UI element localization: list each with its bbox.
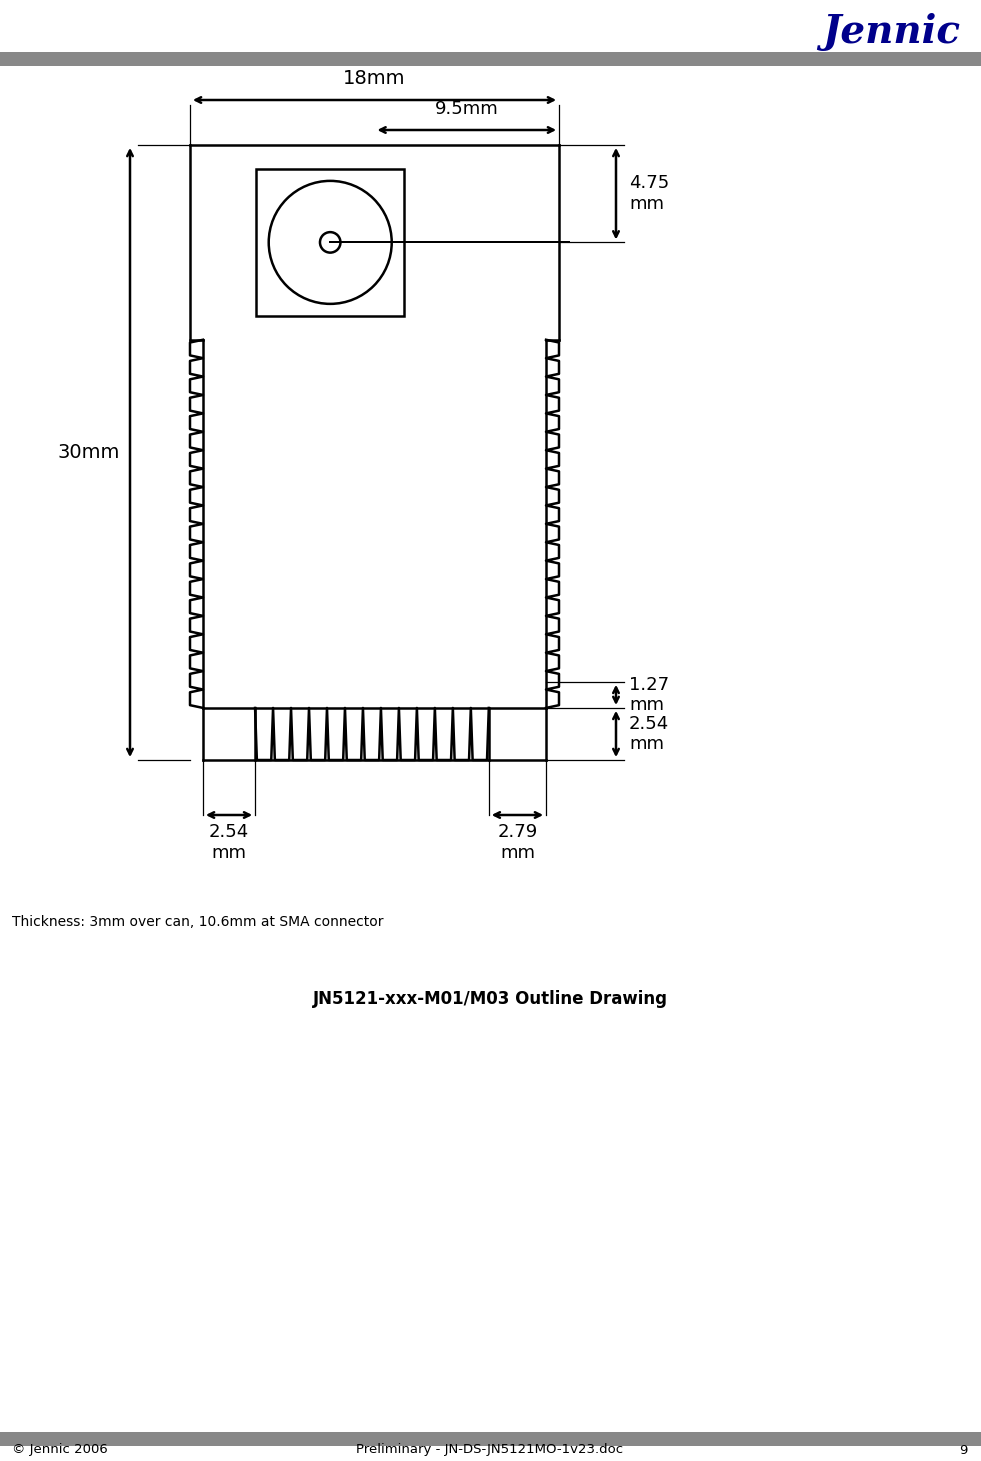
Text: 30mm: 30mm — [58, 443, 120, 462]
Text: Thickness: 3mm over can, 10.6mm at SMA connector: Thickness: 3mm over can, 10.6mm at SMA c… — [12, 915, 384, 929]
Text: 2.79
mm: 2.79 mm — [497, 823, 538, 862]
Text: 2.54
mm: 2.54 mm — [629, 714, 669, 754]
Bar — [0, 53, 981, 66]
Text: 2.54
mm: 2.54 mm — [209, 823, 249, 862]
Text: 18mm: 18mm — [343, 69, 406, 88]
Text: 9.5mm: 9.5mm — [435, 99, 498, 118]
Text: Preliminary - JN-DS-JN5121MO-1v23.doc: Preliminary - JN-DS-JN5121MO-1v23.doc — [356, 1443, 624, 1457]
Text: 9: 9 — [959, 1443, 968, 1457]
Text: 4.75
mm: 4.75 mm — [629, 174, 669, 213]
Text: Jennic: Jennic — [822, 13, 960, 51]
Bar — [256, 168, 404, 316]
Text: 1.27
mm: 1.27 mm — [629, 675, 669, 714]
Bar — [0, 1432, 981, 1446]
Text: JN5121-xxx-M01/M03 Outline Drawing: JN5121-xxx-M01/M03 Outline Drawing — [313, 991, 667, 1008]
Text: © Jennic 2006: © Jennic 2006 — [12, 1443, 108, 1457]
